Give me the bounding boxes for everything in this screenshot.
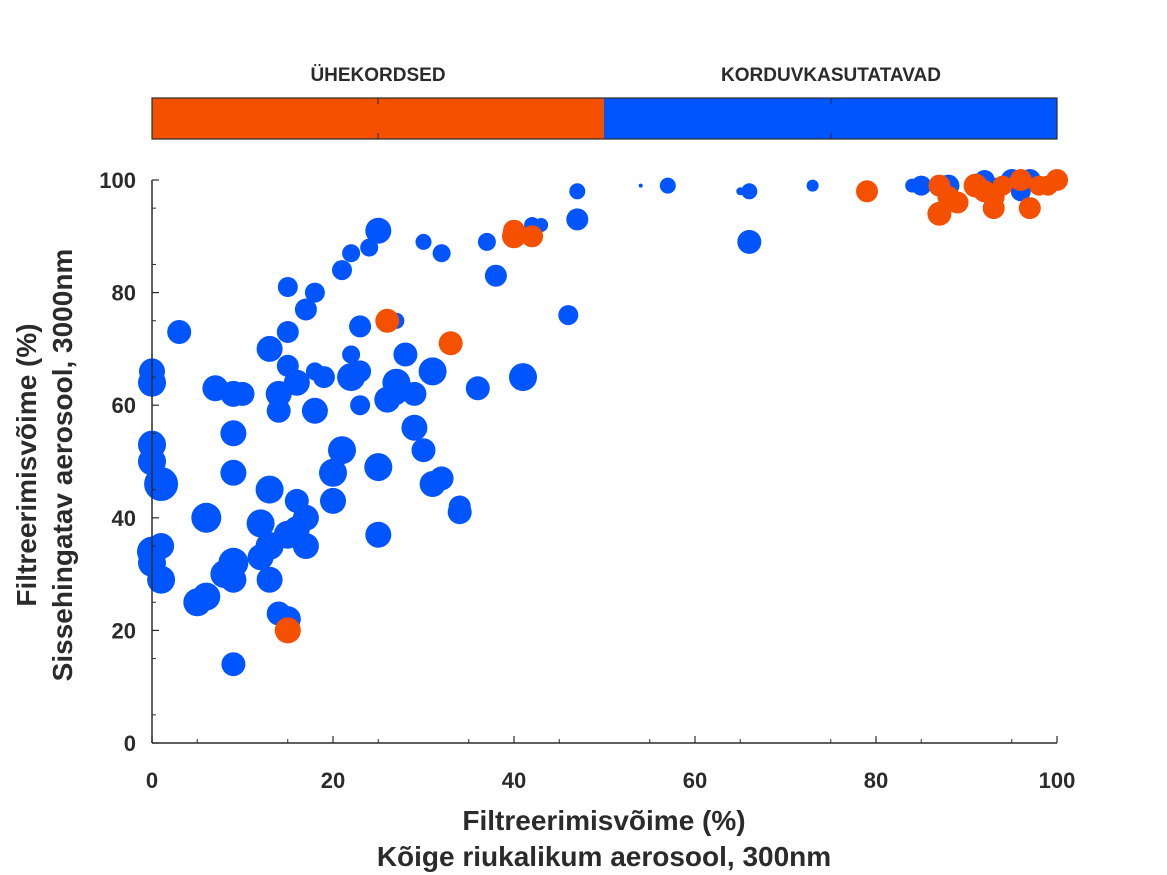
colorbar-label-korduvkasutatavad: KORDUVKASUTATAVAD: [721, 65, 941, 86]
x-tick-label: 60: [683, 768, 707, 793]
scatter-point: [192, 582, 221, 611]
scatter-point: [319, 458, 347, 487]
scatter-point: [737, 229, 762, 254]
scatter-point: [638, 183, 643, 188]
scatter-point: [429, 466, 454, 491]
scatter-point: [292, 533, 319, 559]
colorbar-segment-uhekordsed: [152, 98, 604, 139]
scatter-point: [521, 225, 544, 248]
y-tick-label: 20: [112, 618, 136, 643]
scatter-point: [266, 398, 291, 423]
scatter-point: [305, 362, 324, 381]
scatter-point: [221, 652, 246, 677]
scatter-point: [294, 298, 317, 321]
scatter-point: [806, 179, 819, 192]
scatter-point: [418, 357, 447, 386]
scatter-point: [465, 376, 490, 401]
scatter-point: [349, 360, 372, 383]
axis-ticks: 0 20 40 60 80 100 0 20 40 60 80 100: [99, 168, 1075, 793]
scatter-point: [447, 500, 472, 525]
scatter-point: [927, 201, 952, 226]
scatter-point: [364, 453, 393, 482]
scatter-point: [375, 308, 400, 333]
y-tick-label: 60: [112, 393, 136, 418]
scatter-point: [283, 369, 310, 396]
scatter-point: [1046, 169, 1068, 191]
scatter-point: [946, 191, 969, 214]
scatter-point: [393, 342, 418, 367]
scatter-point: [350, 395, 371, 416]
x-tick-label: 0: [146, 768, 158, 793]
scatter-point: [144, 467, 179, 501]
scatter-point: [220, 420, 247, 447]
scatter-point: [558, 305, 579, 326]
scatter-point: [365, 217, 392, 244]
y-tick-label: 0: [124, 731, 136, 756]
scatter-point: [276, 321, 299, 343]
scatter-point: [856, 180, 878, 203]
scatter-point: [147, 565, 176, 594]
scatter-point: [332, 260, 352, 281]
scatter-point: [415, 233, 432, 250]
scatter-point: [277, 277, 298, 297]
colorbar-segment-korduvkasutatavad: [604, 98, 1057, 139]
scatter-point: [301, 397, 328, 424]
scatter-point: [292, 504, 319, 531]
scatter-point: [566, 208, 589, 231]
scatter-point: [992, 175, 1013, 196]
y-tick-label: 100: [99, 168, 136, 193]
scatter-point: [438, 331, 463, 356]
scatter-point: [191, 502, 222, 533]
y-axis-title-line-2: Sissehingatav aerosool, 3000nm: [47, 249, 78, 682]
scatter-point: [349, 315, 372, 338]
scatter-point: [502, 224, 526, 249]
scatter-point: [401, 414, 428, 441]
axes: 0 20 40 60 80 100 0 20 40 60 80 100: [99, 168, 1075, 793]
colorbar: ÜHEKORDSED KORDUVKASUTATAVAD: [151, 65, 1058, 140]
scatter-point: [230, 381, 255, 406]
scatter-point: [432, 244, 451, 263]
x-axis-title-line-2: Kõige riukalikum aerosool, 300nm: [377, 841, 831, 872]
y-tick-label: 40: [112, 506, 136, 531]
x-tick-label: 80: [864, 768, 888, 793]
scatter-point: [220, 459, 247, 486]
scatter-point: [360, 238, 379, 257]
scatter-point: [342, 345, 361, 364]
scatter-point: [659, 177, 676, 194]
scatter-point: [274, 617, 301, 644]
scatter-point: [328, 436, 356, 465]
colorbar-border: [151, 97, 1058, 140]
scatter-point: [256, 566, 283, 593]
x-axis-title-line-1: Filtreerimisvõime (%): [462, 805, 745, 836]
x-tick-label: 100: [1039, 768, 1076, 793]
y-tick-label: 80: [112, 281, 136, 306]
scatter-point: [911, 175, 932, 196]
scatter-point: [304, 282, 325, 303]
scatter-point: [256, 335, 283, 362]
scatter-point: [1018, 197, 1041, 220]
scatter-point: [411, 438, 436, 463]
scatter-point: [402, 381, 427, 406]
scatter-point: [255, 475, 284, 504]
scatter-point: [167, 320, 192, 344]
scatter-point: [246, 509, 275, 538]
scatter-point: [569, 183, 586, 200]
scatter-point: [509, 363, 537, 392]
scatter-point: [220, 566, 247, 593]
scatter-point: [741, 183, 758, 200]
x-tick-label: 40: [502, 768, 526, 793]
y-axis-title-line-1: Filtreerimisvõime (%): [11, 323, 42, 606]
scatter-point: [365, 521, 392, 548]
scatter-point: [484, 264, 507, 287]
scatter-point: [1009, 169, 1032, 191]
scatter-point: [477, 232, 496, 251]
scatter-point: [342, 244, 361, 263]
scatter-point: [320, 487, 346, 514]
scatter-points: [137, 169, 1068, 677]
colorbar-label-uhekordsed: ÜHEKORDSED: [310, 65, 445, 86]
x-tick-label: 20: [321, 768, 345, 793]
